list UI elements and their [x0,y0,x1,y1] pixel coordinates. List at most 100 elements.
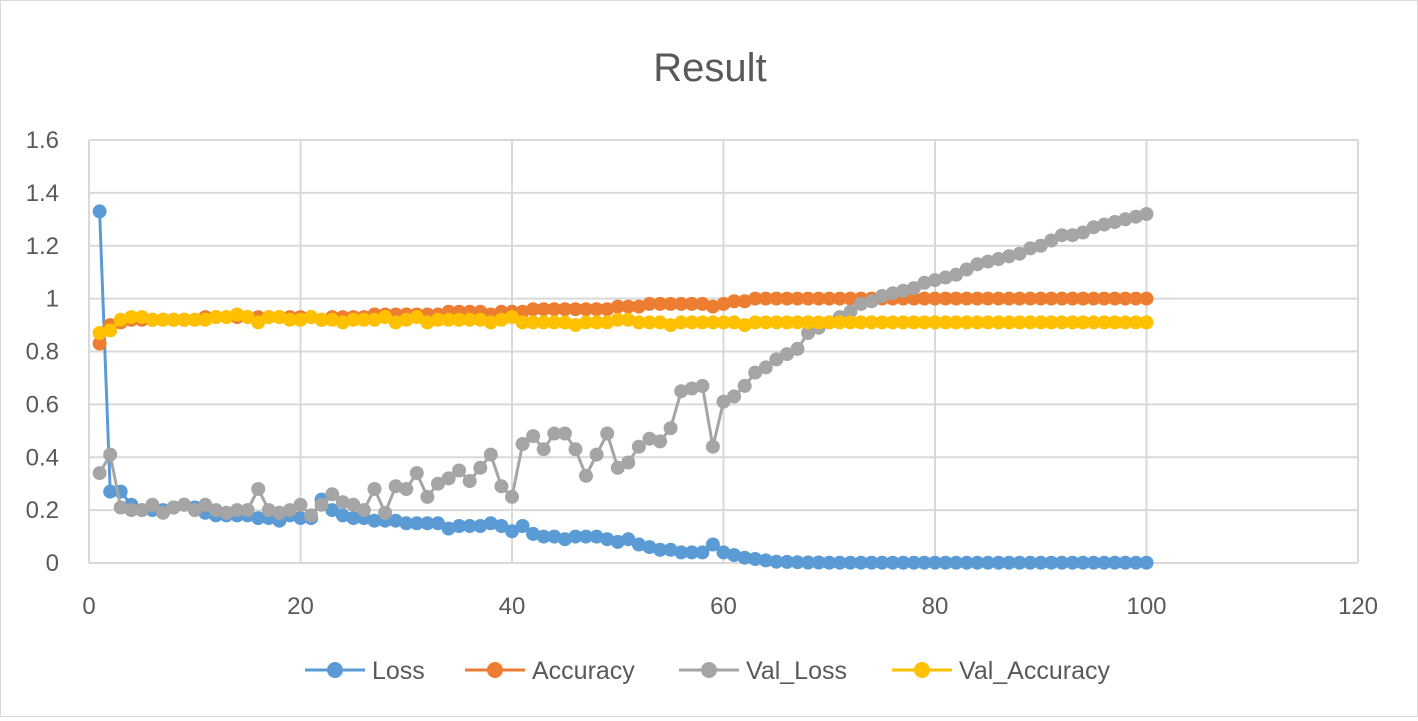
x-tick-label: 60 [710,593,737,620]
legend-marker-loss [327,662,343,678]
data-point-loss [431,516,445,531]
data-point-val-accuracy [695,315,710,330]
data-point-val-accuracy [631,315,646,330]
data-point-val-accuracy [473,312,488,327]
data-point-val-loss [631,439,646,454]
data-point-val-loss [156,505,170,520]
data-point-val-loss [494,479,509,494]
y-tick-label: 0.4 [26,444,59,471]
data-point-val-accuracy [949,315,964,330]
data-point-loss [653,542,668,557]
data-point-val-loss [187,503,202,518]
legend-item-accuracy: Accuracy [465,657,635,685]
data-point-val-accuracy [790,315,805,330]
data-point-val-accuracy [1139,315,1154,330]
data-point-val-accuracy [156,312,170,327]
data-point-loss [1097,555,1112,570]
legend-marker-val-accuracy [914,662,930,678]
data-point-val-accuracy [388,315,403,330]
data-point-accuracy [938,291,953,306]
data-point-val-loss [642,431,657,446]
data-point-loss [293,511,308,526]
data-point-val-loss [473,460,488,475]
data-point-val-loss [378,505,393,520]
data-point-accuracy [547,302,562,317]
data-point-val-accuracy [822,315,837,330]
legend-item-val-loss: Val_Loss [679,657,847,685]
y-tick-label: 1.6 [26,127,59,154]
data-point-val-accuracy [92,326,107,340]
data-point-val-loss [452,463,467,478]
data-point-val-accuracy [1012,315,1027,330]
data-point-loss [737,550,752,565]
data-point-val-loss [938,270,953,285]
data-point-val-loss [314,497,329,512]
data-point-loss [843,555,858,570]
data-point-val-loss [589,447,604,462]
data-point-val-loss [431,476,445,491]
data-point-loss [705,537,720,552]
data-point-loss [452,519,467,533]
data-point-loss [367,513,382,528]
data-point-val-loss [780,347,794,362]
data-point-loss [1002,555,1016,570]
data-point-val-accuracy [346,312,361,327]
data-point-accuracy [801,291,816,306]
data-point-loss [663,542,678,557]
data-point-val-loss [1128,209,1143,224]
data-point-accuracy [1044,291,1059,306]
y-axis-tick-labels: 0 0.2 0.4 0.6 0.8 1 1.2 1.4 1.6 [26,127,59,577]
data-point-accuracy [991,291,1006,306]
data-point-accuracy [1118,291,1133,306]
data-point-accuracy [695,296,710,311]
y-tick-label: 0.8 [26,339,59,366]
data-point-accuracy [515,304,530,319]
legend-label-accuracy: Accuracy [532,657,635,685]
data-point-accuracy [1012,291,1027,306]
data-point-val-loss [462,474,477,488]
data-point-val-accuracy [854,315,868,330]
data-point-val-accuracy [335,315,350,330]
data-point-val-accuracy [304,310,319,325]
data-point-val-accuracy [843,315,858,330]
data-point-val-accuracy [769,315,784,330]
legend: Loss Accuracy Val_Loss Val_Accuracy [305,657,1110,685]
data-point-val-accuracy [1076,315,1090,330]
data-point-accuracy [727,294,742,309]
data-point-val-accuracy [568,318,583,333]
data-point-loss [949,555,964,570]
data-point-accuracy [843,291,858,306]
data-point-val-loss [92,466,107,481]
data-point-val-loss [356,503,371,518]
data-point-val-loss [1139,207,1154,221]
data-point-loss [928,555,942,570]
data-point-val-loss [240,503,255,518]
data-point-loss [811,555,826,570]
data-point-val-loss [124,503,139,518]
data-point-val-loss [610,460,625,475]
data-point-accuracy [684,296,699,311]
data-point-accuracy [917,291,932,306]
data-point-loss [854,555,868,570]
data-point-val-accuracy [124,310,139,325]
data-point-val-accuracy [758,315,773,330]
data-point-accuracy [906,291,921,306]
data-point-loss [600,532,615,547]
data-point-val-accuracy [885,315,900,330]
data-point-val-accuracy [980,315,995,330]
legend-label-val-accuracy: Val_Accuracy [959,657,1110,685]
data-point-val-loss [864,294,879,309]
data-point-val-loss [261,503,276,518]
data-point-val-loss [367,482,382,496]
data-point-val-loss [1002,249,1016,264]
data-point-loss [610,534,625,549]
data-point-val-accuracy [515,315,530,330]
data-point-loss [1065,555,1080,570]
data-point-accuracy [790,291,805,306]
gridlines [88,139,1359,564]
data-point-accuracy [1139,291,1154,306]
data-point-val-accuracy [801,315,816,330]
data-point-loss [409,516,424,531]
data-point-val-loss [653,434,668,449]
data-point-val-loss [388,479,403,494]
